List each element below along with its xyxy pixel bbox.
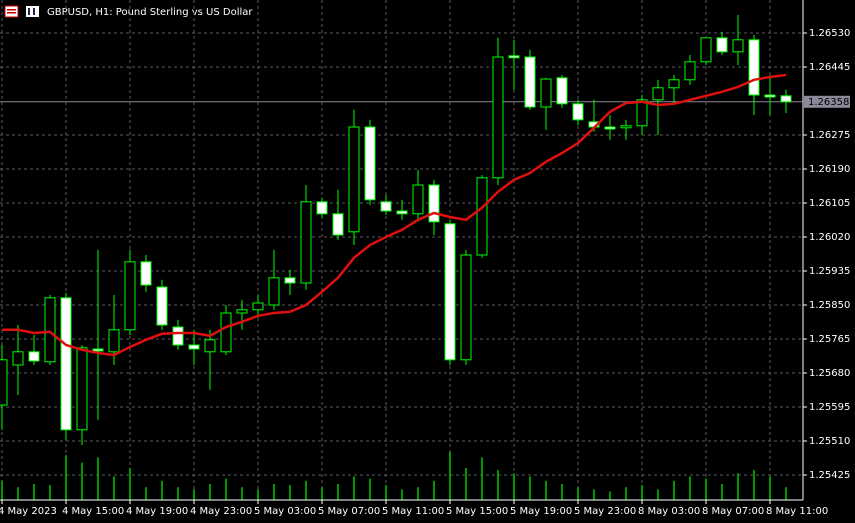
- current-price-box: [804, 95, 850, 108]
- y-tick-label: 1.26530: [809, 28, 850, 39]
- x-tick-label: 8 May 03:00: [638, 506, 700, 517]
- y-tick-label: 1.26105: [809, 198, 850, 209]
- candle-body: [252, 302, 264, 311]
- candle-body: [492, 56, 504, 179]
- icon: [28, 8, 30, 15]
- candle-body: [428, 184, 440, 223]
- candle-body: [700, 37, 712, 63]
- candle-body: [460, 254, 472, 361]
- icon: [7, 12, 16, 14]
- y-tick-label: 1.26445: [809, 62, 850, 73]
- candle-body: [364, 126, 376, 201]
- candle-body: [748, 39, 760, 96]
- candle-body: [636, 99, 648, 127]
- icon: [26, 6, 39, 17]
- candle-body: [508, 55, 520, 59]
- candle-body: [444, 223, 456, 361]
- icon: [4, 5, 19, 18]
- candle-body: [332, 213, 344, 236]
- candle-body: [652, 87, 664, 101]
- x-tick-label: 5 May 03:00: [254, 506, 316, 517]
- y-tick-label: 1.25850: [809, 300, 850, 311]
- y-tick-label: 1.25680: [809, 368, 850, 379]
- symbol-icons: [4, 5, 39, 18]
- y-tick-label: 1.26275: [809, 130, 850, 141]
- candle-body: [668, 79, 680, 89]
- candle-body: [188, 344, 200, 350]
- x-tick-label: 8 May 11:00: [766, 506, 828, 517]
- candle-body: [268, 277, 280, 306]
- candle-body: [204, 339, 216, 353]
- candle-body: [380, 201, 392, 212]
- moving-average: [2, 73, 787, 357]
- x-tick-label: 4 May 23:00: [190, 506, 252, 517]
- candle-body: [124, 261, 136, 331]
- candle-body: [44, 297, 56, 363]
- icon: [7, 9, 16, 11]
- y-tick-label: 1.25510: [809, 436, 850, 447]
- candle-body: [220, 312, 232, 353]
- candle-body: [156, 286, 168, 326]
- x-tick-label: 5 May 07:00: [318, 506, 380, 517]
- candle-body: [0, 359, 8, 406]
- candle-body: [524, 56, 536, 108]
- candle-body: [684, 61, 696, 81]
- candle-body: [236, 309, 248, 314]
- candle-body: [60, 297, 72, 431]
- candle-body: [764, 94, 776, 98]
- x-tick-label: 8 May 07:00: [702, 506, 764, 517]
- x-tick-label: 5 May 19:00: [510, 506, 572, 517]
- candle-body: [108, 329, 120, 353]
- y-tick-label: 1.26190: [809, 164, 850, 175]
- candle-body: [76, 347, 88, 431]
- candle-body: [316, 201, 328, 215]
- x-tick-label: 5 May 23:00: [574, 506, 636, 517]
- candle-body: [780, 95, 792, 103]
- x-tick-label: 5 May 11:00: [382, 506, 444, 517]
- candle-body: [716, 37, 728, 53]
- candle-body: [412, 184, 424, 215]
- candle-body: [396, 210, 408, 215]
- candle-body: [604, 126, 616, 130]
- candle-body: [556, 77, 568, 105]
- candle-body: [572, 103, 584, 121]
- candle-body: [140, 261, 152, 286]
- candle-body: [300, 201, 312, 284]
- x-tick-label: 4 May 15:00: [62, 506, 124, 517]
- candle-body: [284, 277, 296, 284]
- x-tick-label: 4 May 19:00: [126, 506, 188, 517]
- y-tick-label: 1.26020: [809, 232, 850, 243]
- y-tick-label: 1.25935: [809, 266, 850, 277]
- y-tick-label: 1.25765: [809, 334, 850, 345]
- x-tick-label: 4 May 2023: [0, 506, 57, 517]
- chart-title: GBPUSD, H1: Pound Sterling vs US Dollar: [47, 7, 253, 18]
- y-tick-label: 1.25425: [809, 470, 850, 481]
- candle-body: [540, 78, 552, 108]
- candle-body: [476, 177, 488, 256]
- candle-body: [172, 326, 184, 346]
- candle-body: [732, 39, 744, 53]
- current-price-label: 1.26358: [808, 97, 849, 108]
- candle-body: [620, 125, 632, 129]
- x-tick-label: 5 May 15:00: [446, 506, 508, 517]
- candle-body: [92, 348, 104, 352]
- candle-body: [348, 126, 360, 233]
- candle-body: [12, 351, 24, 366]
- y-tick-label: 1.25595: [809, 402, 850, 413]
- candle-body: [28, 351, 40, 362]
- icon: [33, 8, 35, 15]
